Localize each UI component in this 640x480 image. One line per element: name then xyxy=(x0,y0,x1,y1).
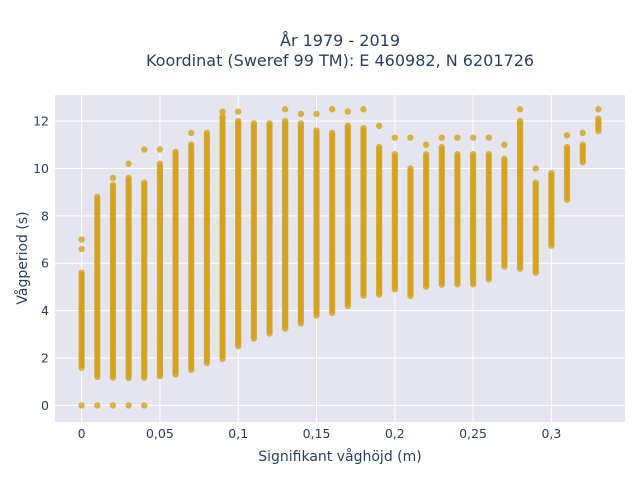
x-tick-label: 0,2 xyxy=(385,426,405,441)
data-point xyxy=(78,236,85,243)
y-tick-labels: 0 2 4 6 8 10 12 xyxy=(33,114,49,413)
data-point xyxy=(391,286,399,293)
y-tick-label: 4 xyxy=(41,303,49,318)
data-point xyxy=(469,134,477,141)
data-point xyxy=(595,127,602,135)
data-point xyxy=(313,312,320,319)
data-point xyxy=(297,110,305,118)
x-axis-title: Signifikant våghöjd (m) xyxy=(258,448,421,465)
data-point xyxy=(188,366,195,373)
data-point xyxy=(485,134,492,141)
data-point xyxy=(563,132,571,139)
data-point xyxy=(109,374,117,381)
data-point xyxy=(579,159,586,166)
data-point xyxy=(250,335,258,342)
data-point xyxy=(125,160,132,167)
data-point xyxy=(516,106,524,113)
data-point xyxy=(375,291,383,298)
data-point xyxy=(344,302,352,310)
data-point xyxy=(203,359,211,367)
data-point xyxy=(281,106,289,113)
plot-background xyxy=(55,95,625,422)
data-point xyxy=(391,134,399,141)
data-point xyxy=(156,146,164,153)
data-point xyxy=(438,281,445,288)
data-point xyxy=(454,134,461,141)
data-point xyxy=(78,245,85,253)
data-point xyxy=(501,141,508,148)
data-point xyxy=(109,402,117,409)
data-point xyxy=(109,174,117,182)
data-point xyxy=(125,374,132,382)
y-tick-label: 8 xyxy=(41,208,49,223)
data-point xyxy=(219,108,226,115)
data-point xyxy=(563,196,571,203)
data-point xyxy=(407,134,414,141)
data-point xyxy=(360,106,367,113)
x-tick-label: 0,25 xyxy=(459,426,487,441)
data-point xyxy=(579,129,586,137)
data-point xyxy=(141,402,148,409)
data-point xyxy=(156,373,164,380)
data-point xyxy=(125,402,132,409)
data-point xyxy=(94,373,101,381)
data-point xyxy=(94,402,101,409)
data-point xyxy=(407,292,414,300)
data-point xyxy=(188,129,195,137)
data-point xyxy=(235,342,242,350)
y-tick-label: 12 xyxy=(33,114,49,129)
y-tick-label: 0 xyxy=(41,398,49,413)
data-point xyxy=(422,141,430,148)
data-point xyxy=(469,281,477,288)
data-point xyxy=(235,108,242,115)
data-point xyxy=(360,292,367,299)
data-point xyxy=(422,283,430,290)
data-point xyxy=(313,110,320,118)
data-point xyxy=(328,309,336,317)
data-point xyxy=(532,269,539,276)
x-tick-label: 0,3 xyxy=(541,426,561,441)
x-tick-label: 0,15 xyxy=(303,426,331,441)
data-point xyxy=(78,364,85,371)
data-point xyxy=(78,402,85,409)
data-point xyxy=(501,263,508,270)
x-tick-label: 0,1 xyxy=(228,426,248,441)
data-point xyxy=(375,122,383,130)
data-point xyxy=(485,276,492,283)
data-point xyxy=(141,374,148,381)
x-tick-labels: 0 0,05 0,1 0,15 0,2 0,25 0,3 xyxy=(78,426,562,441)
data-point xyxy=(172,371,179,378)
chart-title-line2: Koordinat (Sweref 99 TM): E 460982, N 62… xyxy=(146,51,534,70)
y-tick-label: 10 xyxy=(33,161,49,176)
data-point xyxy=(595,106,602,113)
y-axis-title: Vågperiod (s) xyxy=(14,211,31,304)
data-point xyxy=(438,134,445,141)
data-point xyxy=(344,108,352,115)
y-tick-label: 6 xyxy=(41,256,49,271)
data-point xyxy=(281,325,289,332)
data-point xyxy=(266,330,273,337)
data-points xyxy=(78,106,602,409)
data-point xyxy=(219,355,226,363)
data-point xyxy=(454,281,461,288)
x-tick-label: 0,05 xyxy=(146,426,174,441)
data-point xyxy=(297,320,305,327)
data-point xyxy=(141,146,148,153)
data-point xyxy=(516,265,524,272)
data-point xyxy=(548,242,555,249)
data-point xyxy=(328,106,336,113)
data-point xyxy=(532,165,539,172)
y-tick-label: 2 xyxy=(41,351,49,366)
chart-title-line1: År 1979 - 2019 xyxy=(280,31,400,50)
x-tick-label: 0 xyxy=(78,426,86,441)
